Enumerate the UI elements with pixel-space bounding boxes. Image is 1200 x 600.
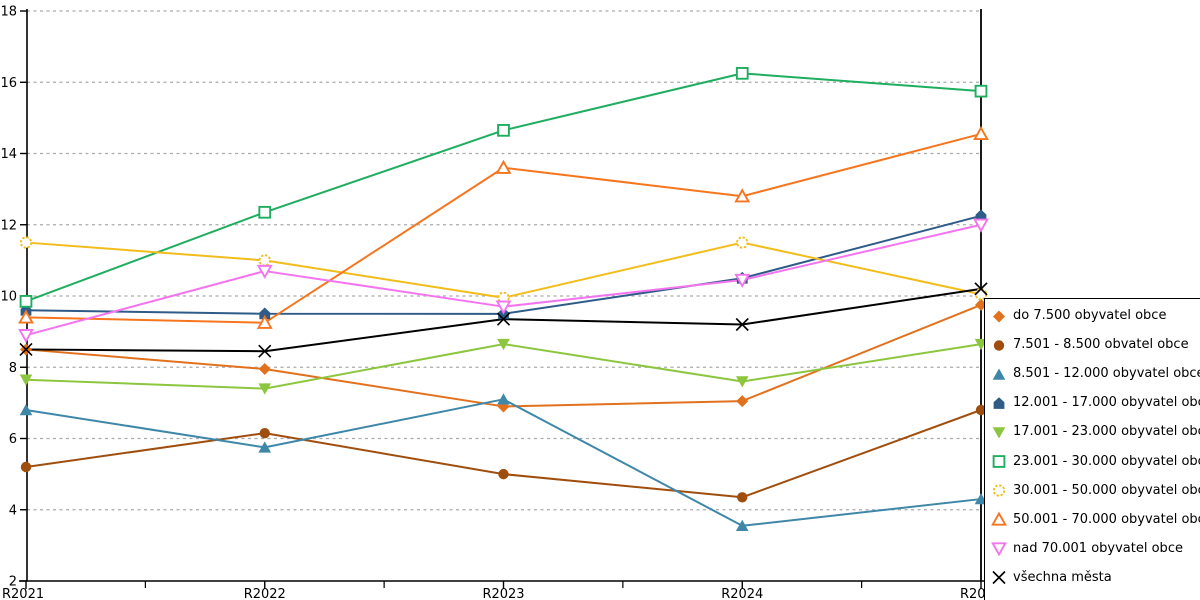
y-tick-label: 16 (0, 76, 17, 91)
data-point-marker (495, 300, 512, 315)
y-tick-label: 12 (0, 218, 17, 233)
data-point-marker (497, 393, 510, 405)
data-point-marker (495, 159, 512, 174)
legend: do 7.500 obyvatel obce 7.501 - 8.500 obva… (984, 298, 1200, 600)
data-point-marker (734, 273, 751, 288)
data-point-marker (975, 209, 987, 222)
data-point-marker (737, 492, 748, 503)
data-point-marker (974, 84, 988, 98)
data-point-marker (734, 188, 751, 203)
legend-item-label: 23.001 - 30.000 obyvatel obc... (1013, 453, 1200, 469)
legend-item: 12.001 - 17.000 obyvatel obc... (985, 388, 1200, 417)
diamond-icon (993, 310, 1005, 323)
data-point-marker (974, 282, 988, 296)
y-tick-label: 8 (9, 361, 17, 376)
x-icon (992, 571, 1006, 585)
data-point-marker (735, 376, 749, 388)
data-point-marker (19, 342, 33, 357)
data-point-marker (256, 314, 273, 329)
data-point-marker (259, 307, 271, 320)
legend-item: do 7.500 obyvatel obce (985, 301, 1200, 330)
data-point-marker (736, 236, 749, 249)
data-point-marker (18, 309, 34, 324)
y-tick-label: 18 (0, 5, 17, 20)
data-point-marker (497, 291, 510, 304)
x-tick-label: R2024 (721, 587, 763, 600)
legend-item-label: do 7.500 obyvatel obce (1013, 308, 1167, 324)
legend-item-label: 12.001 - 17.000 obyvatel obc... (1013, 395, 1200, 411)
data-point-marker (258, 254, 271, 267)
series-line (25, 409, 982, 499)
legend-item-label: 30.001 - 50.000 obyvatel obc... (1013, 482, 1200, 498)
legend-item-label: 8.501 - 12.000 obyvatel obce (1013, 366, 1200, 382)
data-point-marker (498, 468, 509, 480)
data-point-marker (19, 294, 33, 308)
data-point-marker (975, 404, 987, 416)
x-tick-label: R2023 (482, 587, 524, 600)
data-point-marker (735, 519, 749, 531)
legend-item: všechna města (985, 563, 1200, 592)
triangle-down-icon (991, 542, 1007, 557)
circle-dashed-icon (992, 484, 1006, 497)
legend-item-label: všechna města (1013, 569, 1112, 585)
pentagon-icon (993, 397, 1005, 409)
data-point-marker (973, 218, 989, 233)
data-point-marker (496, 312, 511, 326)
y-tick-label: 6 (9, 432, 17, 447)
x-tick-label: R2021 (2, 587, 44, 600)
data-point-marker (497, 123, 510, 137)
y-tick-label: 4 (9, 503, 17, 518)
data-point-marker (258, 383, 272, 395)
legend-item-label: nad 70.001 obyvatel obce (1013, 540, 1183, 556)
series-line (25, 72, 982, 303)
legend-item: 7.501 - 8.500 obvatel obce (985, 330, 1200, 359)
triangle-down-icon (992, 427, 1006, 439)
data-point-marker (256, 264, 273, 280)
data-point-marker (735, 66, 749, 80)
data-point-marker (735, 317, 749, 332)
data-point-marker (18, 329, 34, 344)
square-icon (992, 455, 1006, 468)
legend-item: nad 70.001 obyvatel obce (985, 534, 1200, 563)
legend-item: 30.001 - 50.000 obyvatel obc... (985, 476, 1200, 505)
legend-item-label: 17.001 - 23.000 obyvatel obc... (1013, 424, 1200, 440)
series-line (25, 241, 982, 299)
triangle-up-icon (992, 368, 1006, 380)
legend-item-label: 50.001 - 70.000 obyvatel obc... (1013, 511, 1200, 527)
legend-item: 50.001 - 70.000 obyvatel obc... (985, 505, 1200, 534)
x-tick-label: R2022 (244, 587, 286, 600)
data-point-marker (19, 236, 33, 249)
data-point-marker (19, 404, 33, 416)
data-point-marker (19, 374, 33, 386)
data-point-marker (258, 344, 272, 358)
data-point-marker (973, 125, 989, 141)
data-point-marker (20, 461, 32, 473)
data-point-marker (258, 205, 272, 219)
data-point-marker (736, 395, 749, 408)
data-point-marker (258, 441, 272, 453)
legend-item: 17.001 - 23.000 obyvatel obc... (985, 417, 1200, 446)
legend-item-label: 7.501 - 8.500 obvatel obce (1013, 337, 1189, 353)
y-tick-label: 2 (9, 575, 17, 590)
legend-item: 8.501 - 12.000 obyvatel obce (985, 359, 1200, 388)
data-point-marker (497, 338, 510, 351)
y-tick-label: 14 (0, 147, 17, 162)
legend-item: 23.001 - 30.000 obyvatel obc... (985, 446, 1200, 475)
data-point-marker (258, 363, 271, 376)
triangle-up-icon (991, 511, 1007, 526)
circle-icon (993, 339, 1005, 351)
y-tick-label: 10 (0, 290, 17, 305)
data-point-marker (259, 427, 270, 439)
